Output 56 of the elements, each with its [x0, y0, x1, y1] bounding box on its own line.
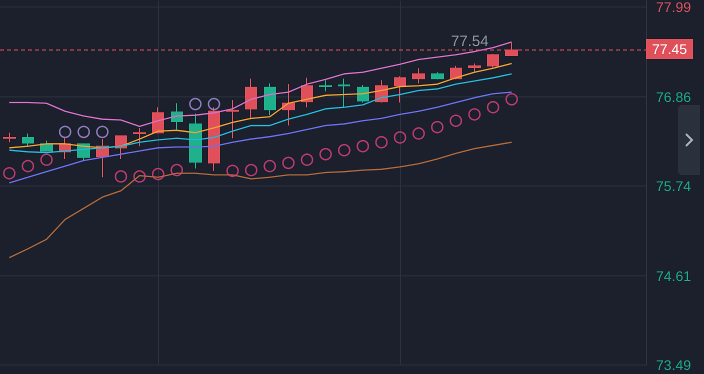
- annotation: 77.54: [451, 33, 489, 50]
- point: [300, 154, 314, 166]
- y-tick-label: 75.74: [656, 178, 692, 194]
- candlestick: [468, 62, 481, 73]
- point: [3, 167, 16, 180]
- point: [133, 170, 146, 183]
- candlestick: [282, 84, 295, 126]
- point: [226, 164, 239, 178]
- point: [282, 156, 295, 170]
- point: [505, 93, 518, 106]
- point: [77, 126, 90, 138]
- point: [431, 120, 444, 134]
- candlestick: [338, 78, 350, 109]
- point: [22, 160, 34, 172]
- point: [394, 131, 406, 144]
- point: [244, 164, 258, 176]
- point: [152, 168, 164, 180]
- point: [40, 154, 53, 166]
- candlestick: [3, 132, 16, 143]
- line-series: [8, 91, 512, 184]
- ref-line-label: 77.45: [652, 40, 688, 57]
- candlestick: [245, 78, 257, 120]
- point: [356, 140, 370, 152]
- point: [189, 98, 202, 110]
- point: [338, 144, 350, 156]
- y-tick-label: 74.61: [656, 268, 692, 284]
- y-tick-label: 76.86: [656, 88, 692, 105]
- candlestick: [189, 113, 202, 169]
- point: [96, 126, 109, 138]
- candlestick: [226, 100, 239, 139]
- point: [208, 98, 220, 110]
- line-series: [8, 142, 512, 258]
- candlestick: [487, 53, 499, 68]
- point: [58, 126, 72, 138]
- point: [114, 170, 128, 183]
- y-tick-label: 77.99: [656, 0, 692, 15]
- point: [170, 164, 184, 176]
- candlestick: [357, 84, 369, 103]
- y-tick-label: 73.49: [656, 357, 692, 373]
- candlestick: [394, 76, 406, 103]
- candlestick: [431, 72, 444, 80]
- candlestick: [412, 68, 425, 84]
- line-series: [8, 73, 512, 154]
- candlestick: [319, 80, 332, 92]
- point: [468, 108, 481, 121]
- point: [486, 100, 500, 114]
- point: [375, 136, 388, 148]
- candlestick: [22, 132, 34, 147]
- candlestick: [133, 127, 146, 147]
- point: [412, 127, 425, 140]
- point: [264, 160, 276, 172]
- candlestick: [264, 82, 276, 116]
- point: [450, 114, 462, 128]
- candlestick: [301, 77, 313, 108]
- point: [319, 148, 332, 160]
- line-series: [8, 62, 512, 148]
